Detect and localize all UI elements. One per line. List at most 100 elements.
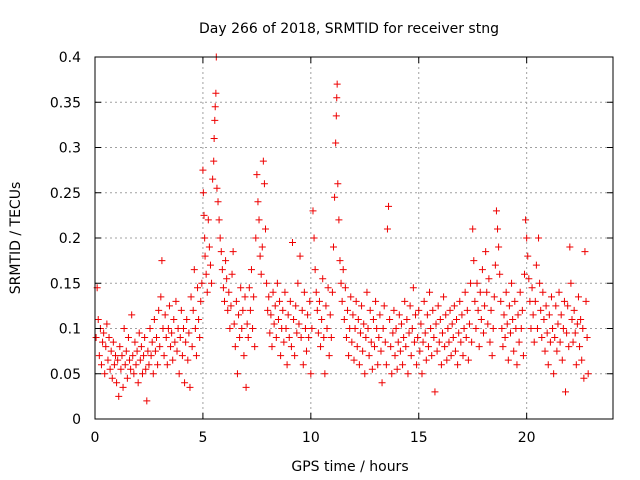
data-point (374, 361, 382, 369)
data-point (175, 370, 183, 378)
data-point (241, 293, 249, 301)
data-point (356, 329, 364, 337)
data-point (484, 320, 492, 328)
data-point (284, 311, 292, 319)
data-point (506, 329, 514, 337)
data-point (574, 293, 582, 301)
data-point (271, 302, 279, 310)
data-point (361, 370, 369, 378)
data-point (562, 388, 570, 396)
data-point (186, 383, 194, 391)
data-point (161, 311, 169, 319)
data-point (563, 329, 571, 337)
data-point (531, 297, 539, 305)
data-point (120, 325, 128, 332)
data-point (368, 365, 376, 373)
data-point (240, 352, 248, 360)
data-point (188, 343, 196, 351)
data-point (393, 365, 401, 373)
data-point (409, 284, 417, 292)
data-point (264, 306, 272, 314)
data-point (473, 279, 481, 287)
data-point (414, 334, 422, 342)
data-point (536, 279, 544, 287)
data-point (555, 288, 563, 296)
data-point (138, 370, 146, 378)
data-point (321, 370, 329, 378)
data-point (407, 352, 415, 360)
data-point (279, 306, 287, 314)
data-point (202, 270, 210, 278)
data-point (433, 347, 441, 355)
data-point (326, 311, 334, 319)
data-point (206, 261, 214, 269)
data-point (226, 325, 234, 332)
data-point (358, 302, 366, 310)
data-point (231, 343, 239, 351)
y-tick-label: 0.15 (50, 276, 81, 292)
data-point (107, 347, 115, 355)
data-point (382, 361, 390, 369)
data-point (467, 279, 475, 287)
data-point (438, 329, 446, 337)
data-point (118, 352, 126, 360)
data-point (131, 338, 139, 346)
data-point (583, 334, 591, 342)
x-tick-label: 10 (302, 430, 320, 446)
data-point (539, 288, 547, 296)
data-point (104, 356, 112, 364)
data-point (122, 347, 130, 355)
data-point (306, 297, 314, 305)
data-point (312, 288, 320, 296)
data-point (190, 266, 198, 274)
data-point (333, 94, 341, 102)
data-point (235, 311, 243, 319)
data-point (277, 352, 285, 360)
data-point (144, 347, 152, 355)
data-point (136, 356, 144, 364)
data-point (462, 334, 470, 342)
data-point (291, 352, 299, 360)
data-point (461, 288, 469, 296)
data-point (456, 297, 464, 305)
data-point (134, 379, 142, 387)
data-point (569, 338, 577, 346)
data-point (458, 311, 466, 319)
data-point (449, 334, 457, 342)
data-point (416, 347, 424, 355)
data-point (497, 297, 505, 305)
data-point (367, 338, 375, 346)
data-point (362, 334, 370, 342)
data-point (324, 284, 332, 292)
data-point (405, 329, 413, 337)
data-point (229, 248, 237, 256)
data-point (307, 370, 315, 378)
data-point (200, 211, 208, 219)
data-point (282, 325, 290, 332)
data-point (327, 334, 335, 342)
data-point (314, 329, 322, 337)
data-point (529, 311, 537, 319)
data-point (99, 338, 107, 346)
data-point (354, 315, 362, 323)
data-point (375, 334, 383, 342)
data-point (557, 311, 565, 319)
data-point (262, 225, 270, 233)
data-point (576, 343, 584, 351)
data-point (203, 288, 211, 296)
x-axis-label: GPS time / hours (291, 459, 408, 475)
data-point (581, 248, 589, 256)
data-point (254, 198, 262, 206)
data-point (214, 198, 222, 206)
data-point (394, 338, 402, 346)
data-point (491, 261, 499, 269)
data-point (319, 275, 327, 283)
data-point (554, 320, 562, 328)
data-point (103, 320, 111, 328)
data-point (421, 329, 429, 337)
data-point (212, 89, 220, 97)
data-point (417, 320, 425, 328)
data-point (577, 315, 585, 323)
data-point (110, 361, 118, 369)
data-point (336, 257, 344, 265)
